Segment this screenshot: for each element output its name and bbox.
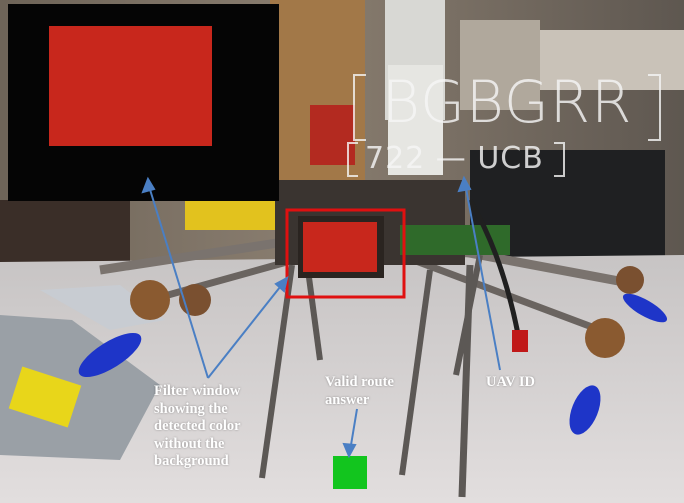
landing-leg-5 [453,254,483,376]
red-connector [512,330,528,352]
white-fridge-lower [388,65,443,175]
landing-leg-1 [259,264,295,479]
hud-bracket-left [353,74,366,141]
detection-bounding-box [285,208,406,299]
blue-propeller-back [622,293,668,323]
caption-line: Filter window [154,383,241,399]
caption-line: detected color [154,418,241,434]
valid-route-caption: Valid route answer [325,374,394,409]
drone-arm-right-lower [398,251,602,334]
uav-id-caption: UAV ID [486,374,536,390]
background-floor-left [0,200,130,270]
landing-leg-2 [305,269,323,361]
valid-route-indicator [333,456,367,489]
arrow-uav-id-head [457,175,472,193]
battery-label [8,366,82,428]
motor-right-2 [616,266,644,294]
wooden-cabinet [270,0,365,200]
arrow-uav-id [464,182,501,371]
arrow-bounding-box-head [274,276,289,293]
hud-id-bracket-right [554,142,565,177]
caption-line: background [154,453,229,469]
annotation-arrows [141,175,501,459]
caption-line: without the [154,435,225,452]
caption-line: Valid route [325,374,394,390]
hud-uav-id: 722 — UCB [365,141,544,176]
motor-right [585,318,625,358]
background-shelf [460,20,540,110]
hud-color-code: BGBGRR [382,68,633,136]
arrow-filter-window [147,182,209,379]
motor-left [130,280,170,320]
arrow-valid-route-head [342,442,357,459]
color-marker [303,222,377,272]
blue-propeller-right [569,385,601,435]
hud-id-bracket-left [347,142,358,177]
cable [467,198,523,346]
yellow-object [185,200,275,230]
hud-bracket-right [648,74,661,141]
caption-line: answer [325,391,370,408]
arrow-filter-window-head [141,176,156,194]
landing-leg-3 [399,269,433,476]
blue-propeller-left [78,332,142,378]
filter-detected-color-patch [49,26,212,146]
arrow-bounding-box [207,281,285,379]
filter-window-caption: Filter window showing the detected color… [154,383,241,471]
caption-line: showing the [154,400,228,417]
